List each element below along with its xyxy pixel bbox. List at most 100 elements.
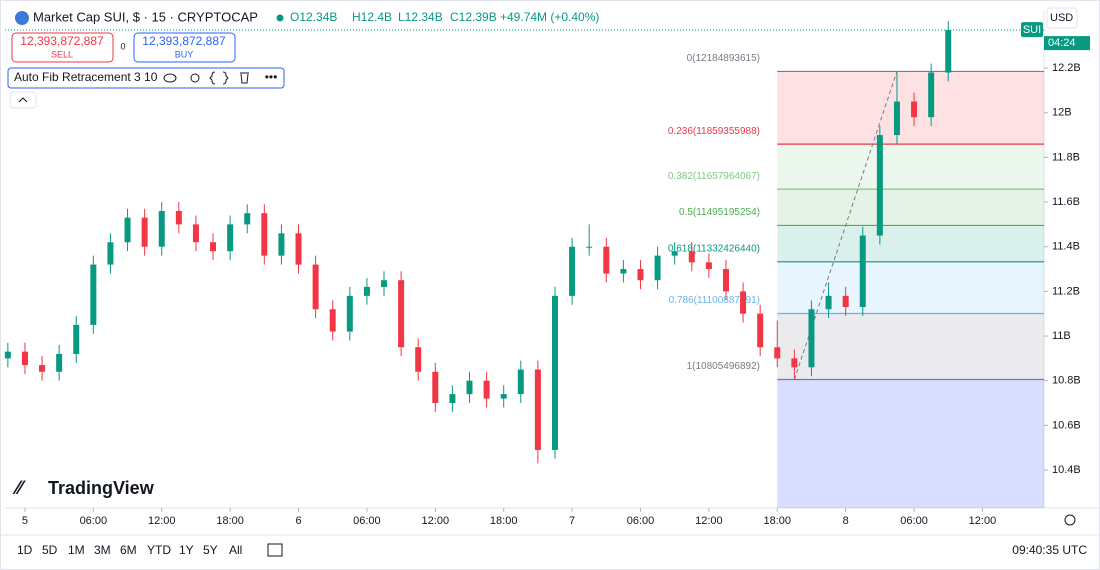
candle-body [4, 351, 11, 359]
candle-body [688, 251, 695, 263]
candle-body [603, 246, 610, 274]
candle-body [637, 269, 644, 281]
candle-body [705, 262, 712, 270]
candle-body [90, 264, 97, 325]
flag-icon [15, 11, 29, 25]
range-button[interactable]: 1D [17, 543, 33, 557]
candle-body [415, 347, 422, 372]
candle-body [757, 313, 764, 348]
x-tick-label: 7 [569, 515, 575, 527]
indicator-title: Auto Fib Retracement 3 10 [14, 70, 158, 84]
range-button[interactable]: 6M [120, 543, 137, 557]
x-tick-label: 5 [22, 515, 28, 527]
candle-body [346, 295, 353, 332]
logo: TradingView [48, 478, 155, 498]
range-button[interactable]: All [229, 543, 242, 557]
candle-body [893, 101, 900, 136]
candle-body [774, 347, 781, 359]
candle-body [432, 371, 439, 404]
candle-body [192, 224, 199, 243]
fib-zone [777, 144, 1044, 190]
spread: 0 [120, 41, 125, 51]
fib-label: 0.618(11332426440) [668, 243, 760, 254]
candle-body [141, 217, 148, 247]
range-button[interactable]: 1Y [179, 543, 194, 557]
y-tick-label: 10.4B [1052, 464, 1081, 476]
x-tick-label: 12:00 [422, 515, 450, 527]
countdown: 04:24 [1048, 37, 1076, 49]
fib-label: 0.786(11100887791) [669, 295, 760, 306]
candle-body [945, 30, 952, 73]
x-tick-label: 12:00 [969, 515, 997, 527]
candle-body [363, 286, 370, 296]
range-button[interactable]: 3M [94, 543, 111, 557]
sell-price: 12,393,872,887 [20, 34, 104, 48]
countdown-tag [1044, 36, 1090, 51]
candle-body [244, 213, 251, 225]
fib-zone [777, 189, 1044, 226]
candle-body [295, 233, 302, 265]
fib-trend-line [793, 71, 898, 380]
x-tick-label: 06:00 [627, 515, 655, 527]
candle-body [73, 324, 80, 354]
candle-body [586, 246, 593, 248]
sell-button[interactable] [11, 32, 114, 63]
clock: 09:40:35 UTC [1012, 543, 1087, 557]
ohlc-close: C12.39B [450, 10, 497, 24]
candle-body [158, 210, 165, 247]
range-button[interactable]: 1M [68, 543, 85, 557]
fib-zone [777, 313, 1044, 380]
fib-zone [777, 261, 1044, 314]
y-tick-label: 11.6B [1052, 196, 1080, 208]
ohlc-change: +49.74M (+0.40%) [500, 10, 599, 24]
candle-body [312, 264, 319, 310]
fib-label: 0(12184893615) [687, 53, 760, 64]
candle-body [39, 365, 46, 372]
more-icon[interactable]: ••• [265, 70, 278, 84]
candle-body [210, 242, 217, 252]
fib-label: 0.382(11657964067) [668, 171, 760, 182]
y-tick-label: 11B [1052, 330, 1071, 342]
collapse-icon [18, 97, 28, 103]
candle-body [175, 210, 182, 225]
x-tick-label: 6 [295, 515, 301, 527]
collapse-button[interactable] [9, 91, 37, 109]
settings-icon[interactable] [1064, 514, 1076, 526]
y-tick-label: 10.8B [1052, 375, 1081, 387]
x-tick-label: 12:00 [695, 515, 723, 527]
buy-button[interactable] [133, 32, 236, 63]
x-tick-label: 06:00 [353, 515, 381, 527]
y-tick-label: 10.6B [1052, 419, 1081, 431]
indicator-icons [163, 71, 249, 85]
x-tick-label: 18:00 [764, 515, 792, 527]
candle-body [791, 358, 798, 368]
range-button[interactable]: 5D [42, 543, 58, 557]
candle-body [517, 369, 524, 395]
candle-body [107, 242, 114, 265]
candle-body [551, 295, 558, 450]
candle-body [449, 394, 456, 404]
currency-button[interactable] [1046, 7, 1078, 29]
x-tick-label: 12:00 [148, 515, 176, 527]
indicator-legend[interactable] [7, 67, 285, 89]
candle-body [56, 353, 63, 372]
candle-body [500, 394, 507, 399]
candle-body [671, 251, 678, 256]
candle-body [825, 295, 832, 310]
fib-zone [777, 71, 1044, 145]
candle-body [483, 380, 490, 399]
candle-body [722, 269, 729, 292]
y-tick-label: 11.8B [1052, 151, 1080, 163]
range-button[interactable]: 5Y [203, 543, 218, 557]
ohlc-low: L12.34B [398, 10, 443, 24]
x-tick-label: 8 [843, 515, 849, 527]
candle-body [534, 369, 541, 450]
fib-zone [777, 225, 1044, 262]
candle-body [278, 233, 285, 256]
candle-body [21, 351, 28, 366]
range-button[interactable]: YTD [147, 543, 171, 557]
sell-label: SELL [51, 49, 73, 59]
date-range-icon[interactable] [267, 543, 283, 557]
last-price-symbol: SUI [1023, 24, 1041, 36]
